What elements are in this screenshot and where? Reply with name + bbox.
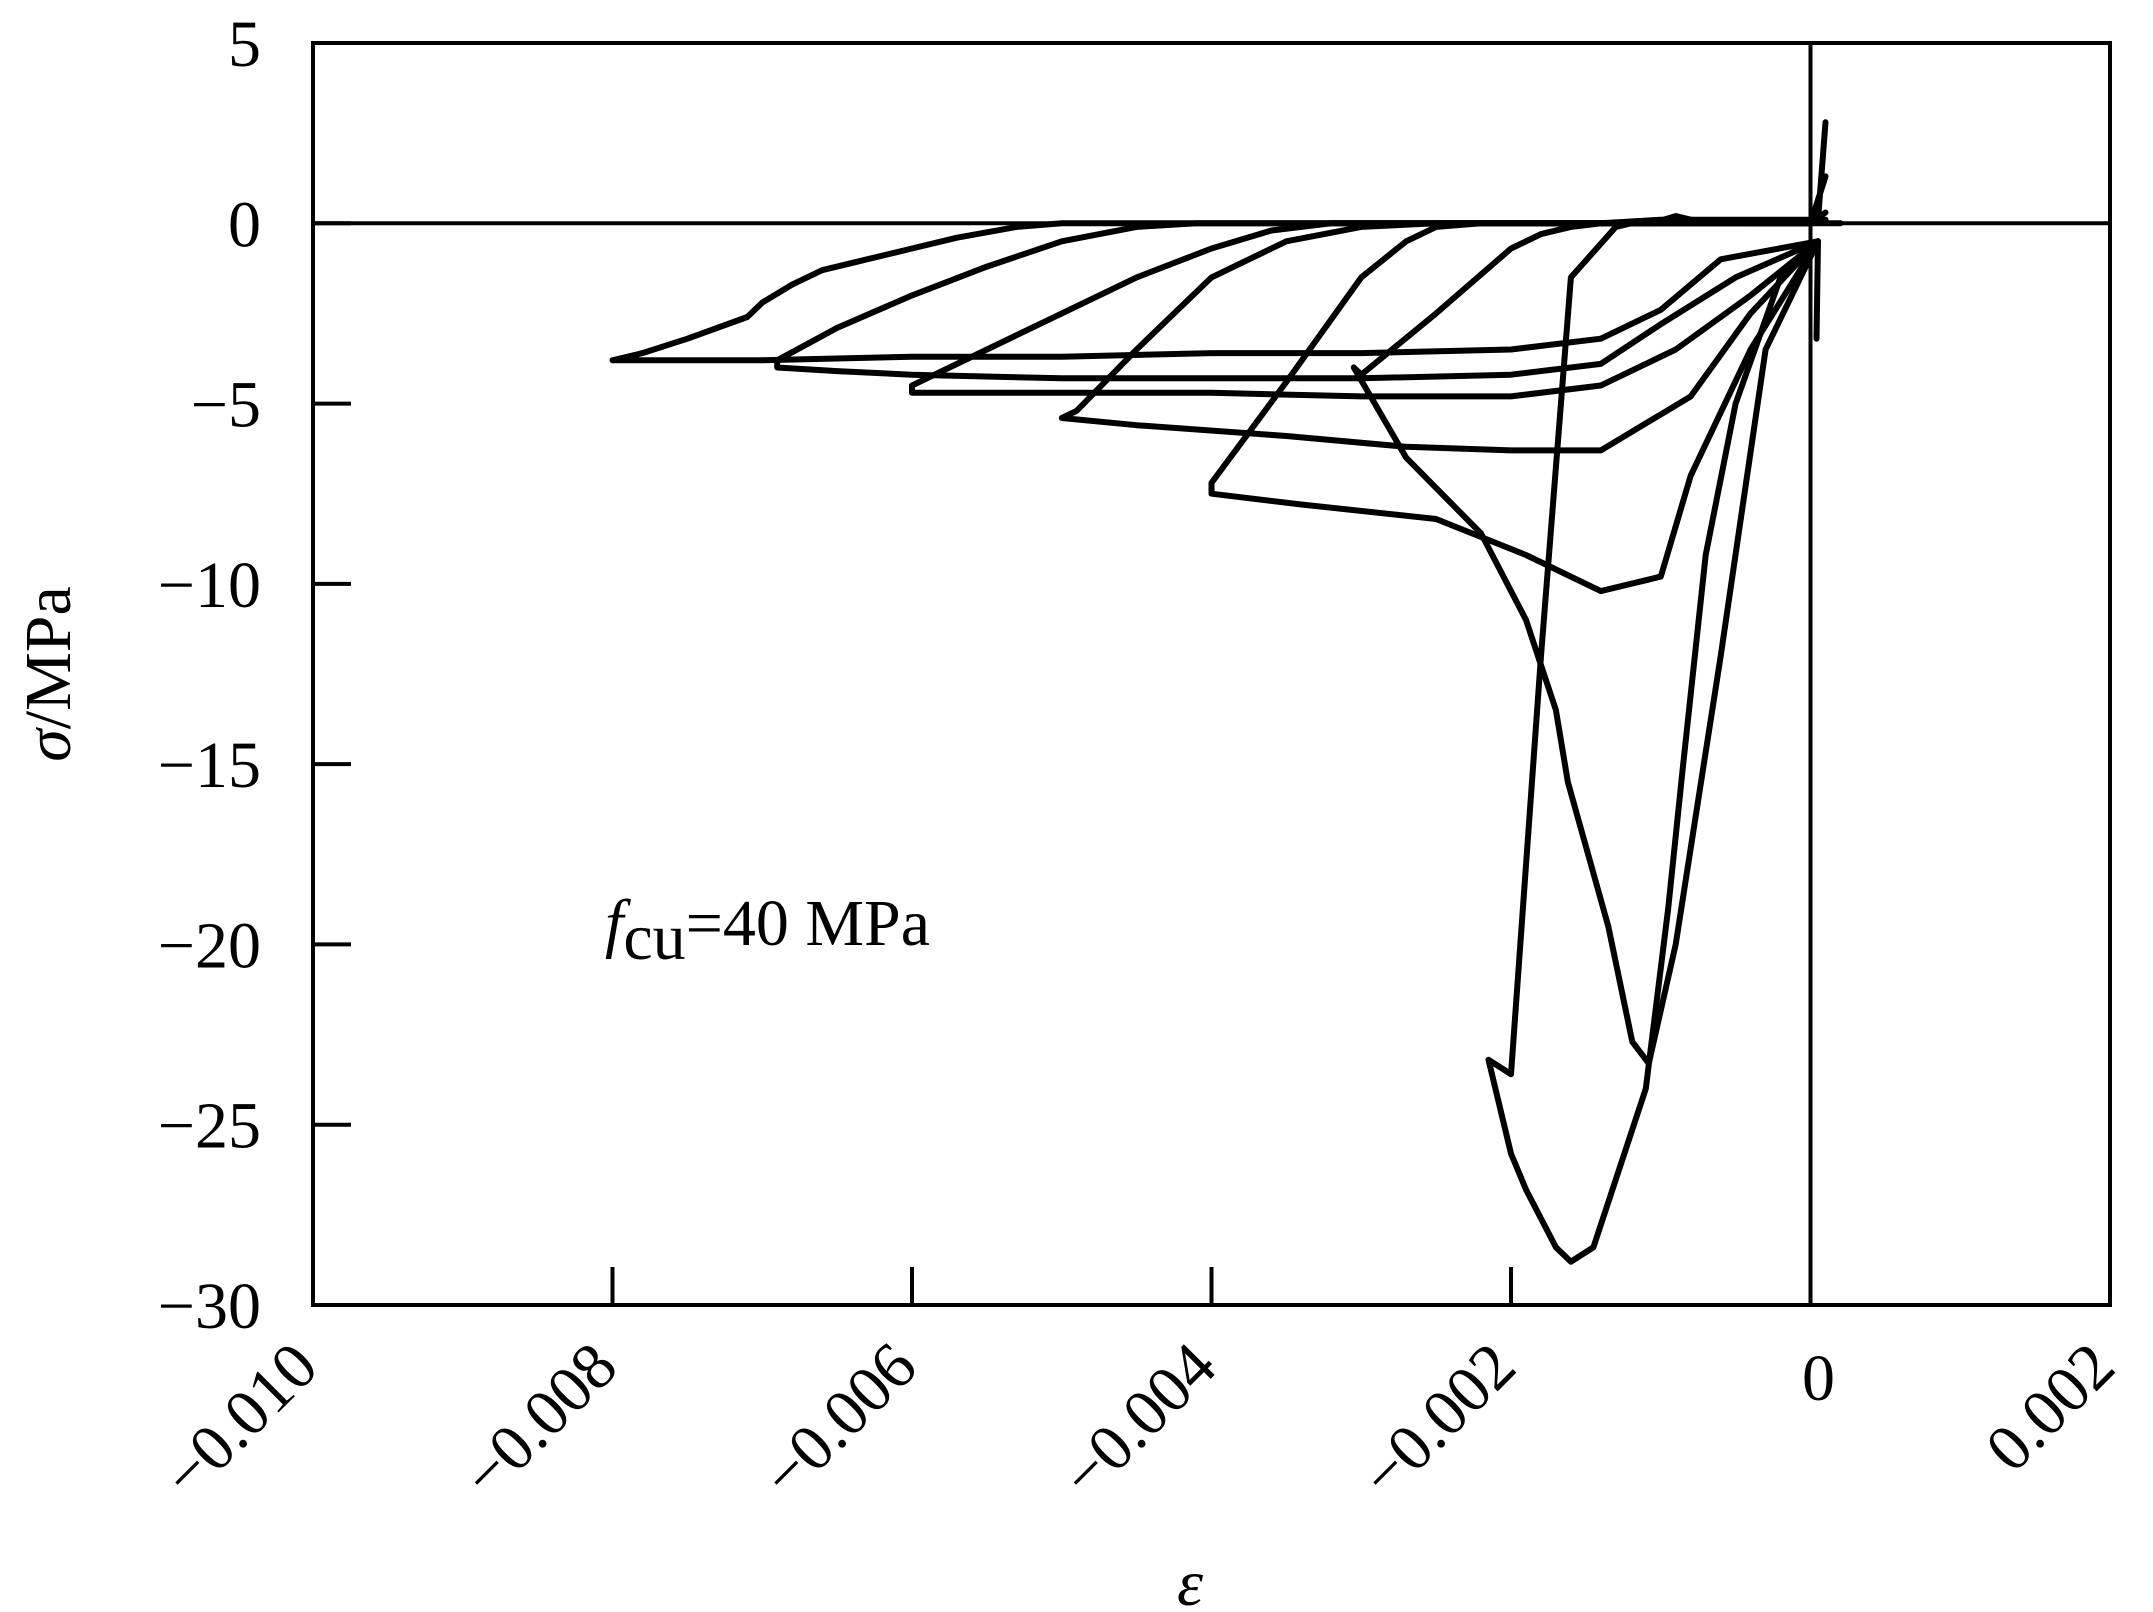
x-tick-label: −0.010 xyxy=(149,1329,332,1512)
y-axis-label: σ/MPa xyxy=(12,586,85,762)
y-tick-label: −25 xyxy=(158,1090,261,1163)
series-line-2 xyxy=(1350,119,1829,1067)
ticks-layer xyxy=(311,41,2112,1307)
series-line-1 xyxy=(1485,213,1844,1265)
y-tick-label: 0 xyxy=(228,188,261,261)
series-line-7 xyxy=(609,220,1821,364)
y-tick-label: 5 xyxy=(228,8,261,81)
y-axis-unit: /MPa xyxy=(12,586,85,729)
x-tick-label: −0.004 xyxy=(1047,1329,1230,1512)
annotation-subscript: cu xyxy=(623,901,685,974)
series-line-4 xyxy=(1058,209,1829,454)
y-tick-label: −5 xyxy=(191,369,261,442)
x-tick-label: −0.002 xyxy=(1347,1329,1530,1512)
annotation-value: =40 MPa xyxy=(686,887,930,960)
series-layer xyxy=(609,119,1844,1265)
plot-frame xyxy=(311,41,2112,1307)
y-axis-symbol: σ xyxy=(12,727,85,762)
x-tick-label: 0.002 xyxy=(1972,1329,2129,1486)
x-axis-label: ε xyxy=(1177,1547,1203,1612)
y-tick-label: −20 xyxy=(158,909,261,982)
y-tick-label: −15 xyxy=(158,729,261,802)
x-tick-label: −0.006 xyxy=(748,1329,931,1512)
tick-labels-layer: −0.010 −0.008 −0.006 −0.004 −0.002 0 0.002 5 0 −5… xyxy=(149,8,2129,1512)
y-tick-label: −30 xyxy=(158,1270,261,1343)
x-tick-label: −0.008 xyxy=(448,1329,631,1512)
y-tick-label: −10 xyxy=(158,549,261,622)
x-tick-label: 0 xyxy=(1802,1342,1835,1415)
fcu-annotation: fcu=40 MPa xyxy=(605,887,930,974)
reference-lines xyxy=(313,43,2110,1305)
